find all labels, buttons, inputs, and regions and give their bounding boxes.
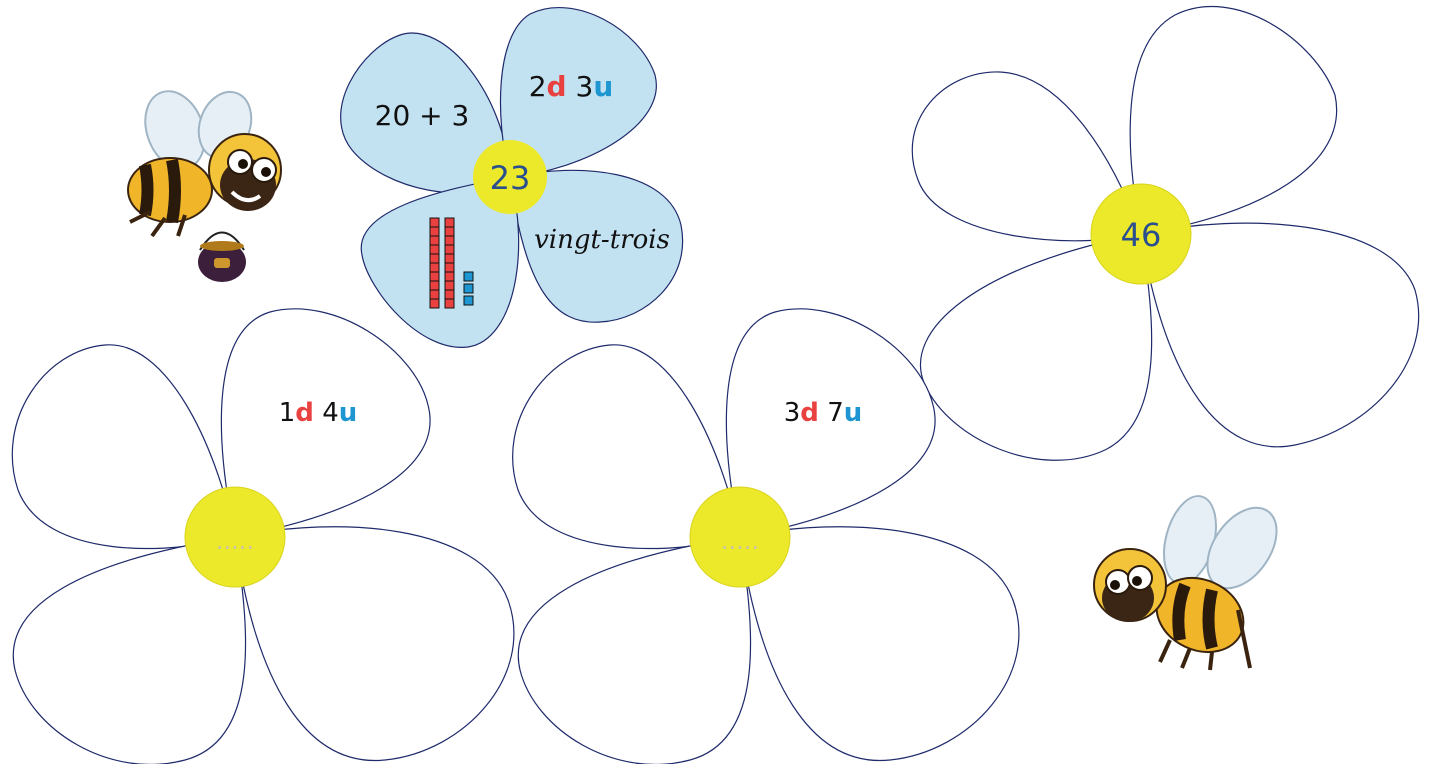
example-flower: 23 20 + 3 2d 3u vingt-trois — [341, 8, 683, 348]
unit-cube — [464, 296, 473, 305]
words-text: vingt-trois — [534, 225, 670, 255]
unit-cube — [464, 284, 473, 293]
decomposition-text: 3d 7u — [784, 398, 863, 428]
flying-bee-icon — [1094, 490, 1291, 670]
bee-with-honey-pot-icon — [128, 83, 281, 282]
decomposition-text: 1d 4u — [279, 398, 358, 428]
ten-rod — [430, 218, 439, 308]
center-placeholder[interactable]: ..... — [721, 527, 759, 555]
addition-text: 20 + 3 — [375, 99, 470, 132]
center-number: 46 — [1121, 216, 1162, 254]
unit-cube — [464, 272, 473, 281]
center-placeholder[interactable]: ..... — [216, 527, 254, 555]
decomposition-text: 2d 3u — [529, 70, 614, 103]
flower-46: 46 — [912, 7, 1418, 461]
ten-rod — [445, 218, 454, 308]
flower-1d-4u: ..... 1d 4u — [12, 309, 514, 764]
center-number: 23 — [490, 159, 531, 197]
